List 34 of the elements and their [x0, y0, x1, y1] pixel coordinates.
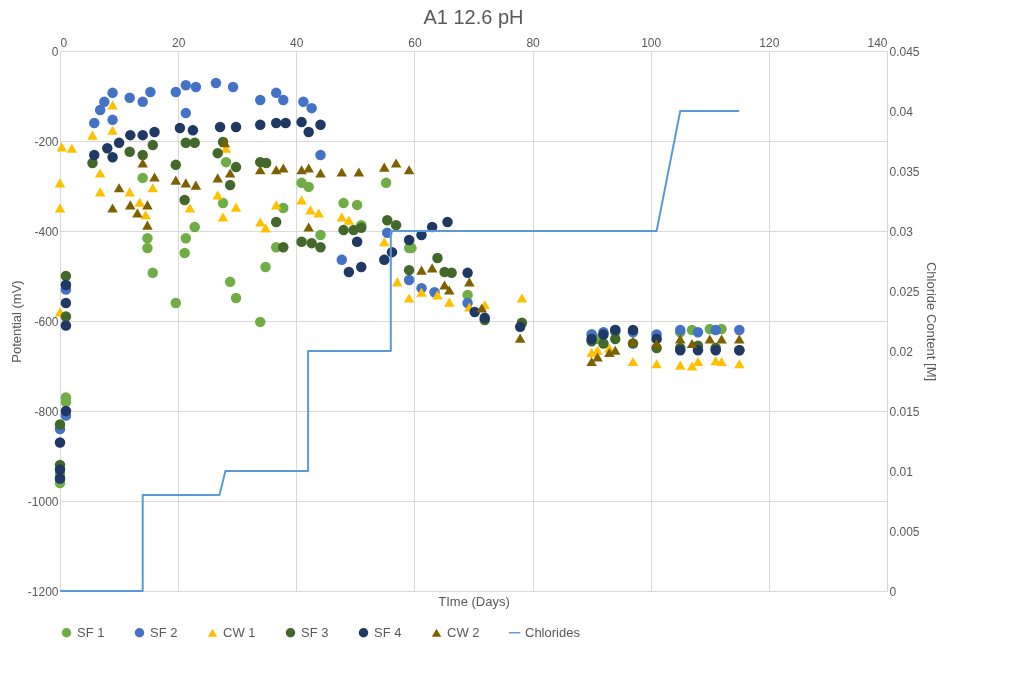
- y2-tick-label: 0.035: [889, 164, 920, 179]
- x-tick-label: 140: [867, 35, 888, 50]
- y-tick-label: -600: [34, 314, 59, 329]
- y-tick-label: -1000: [27, 494, 59, 509]
- y2-tick-label: 0.045: [889, 44, 920, 59]
- y2-tick-label: 0: [889, 584, 897, 599]
- x-tick-label: 80: [526, 35, 541, 50]
- legend-label: SF 1: [77, 624, 105, 640]
- y2-tick-label: 0.005: [889, 524, 920, 539]
- legend-label: SF 3: [301, 624, 329, 640]
- y2-tick-label: 0.025: [889, 284, 920, 299]
- legend-label: SF 2: [150, 624, 178, 640]
- y2-tick-label: 0.015: [889, 404, 920, 419]
- x-axis-title: TIme (Days): [438, 593, 510, 609]
- y2-tick-label: 0.01: [889, 464, 914, 479]
- y-tick-label: -200: [34, 134, 59, 149]
- x-tick-label: 40: [290, 35, 304, 50]
- x-tick-label: 20: [171, 35, 186, 50]
- y2-axis-title: Chloride Content [M]: [923, 261, 939, 382]
- chart-title: A1 12.6 pH: [423, 6, 524, 28]
- legend-label: CW 2: [447, 624, 480, 640]
- y2-tick-label: 0.04: [889, 104, 914, 119]
- x-tick-label: 120: [759, 35, 780, 50]
- y2-tick-label: 0.03: [889, 224, 914, 239]
- y-tick-label: -1200: [27, 584, 59, 599]
- y-axis-title: Potential (mV): [8, 280, 24, 363]
- legend-label: CW 1: [223, 624, 256, 640]
- x-tick-label: 100: [641, 35, 662, 50]
- y-tick-label: -800: [34, 404, 59, 419]
- legend-label: SF 4: [374, 624, 402, 640]
- y-tick-label: -400: [34, 224, 59, 239]
- x-tick-label: 60: [408, 35, 422, 50]
- y2-tick-label: 0.02: [889, 344, 914, 359]
- legend-label: Chlorides: [525, 624, 581, 640]
